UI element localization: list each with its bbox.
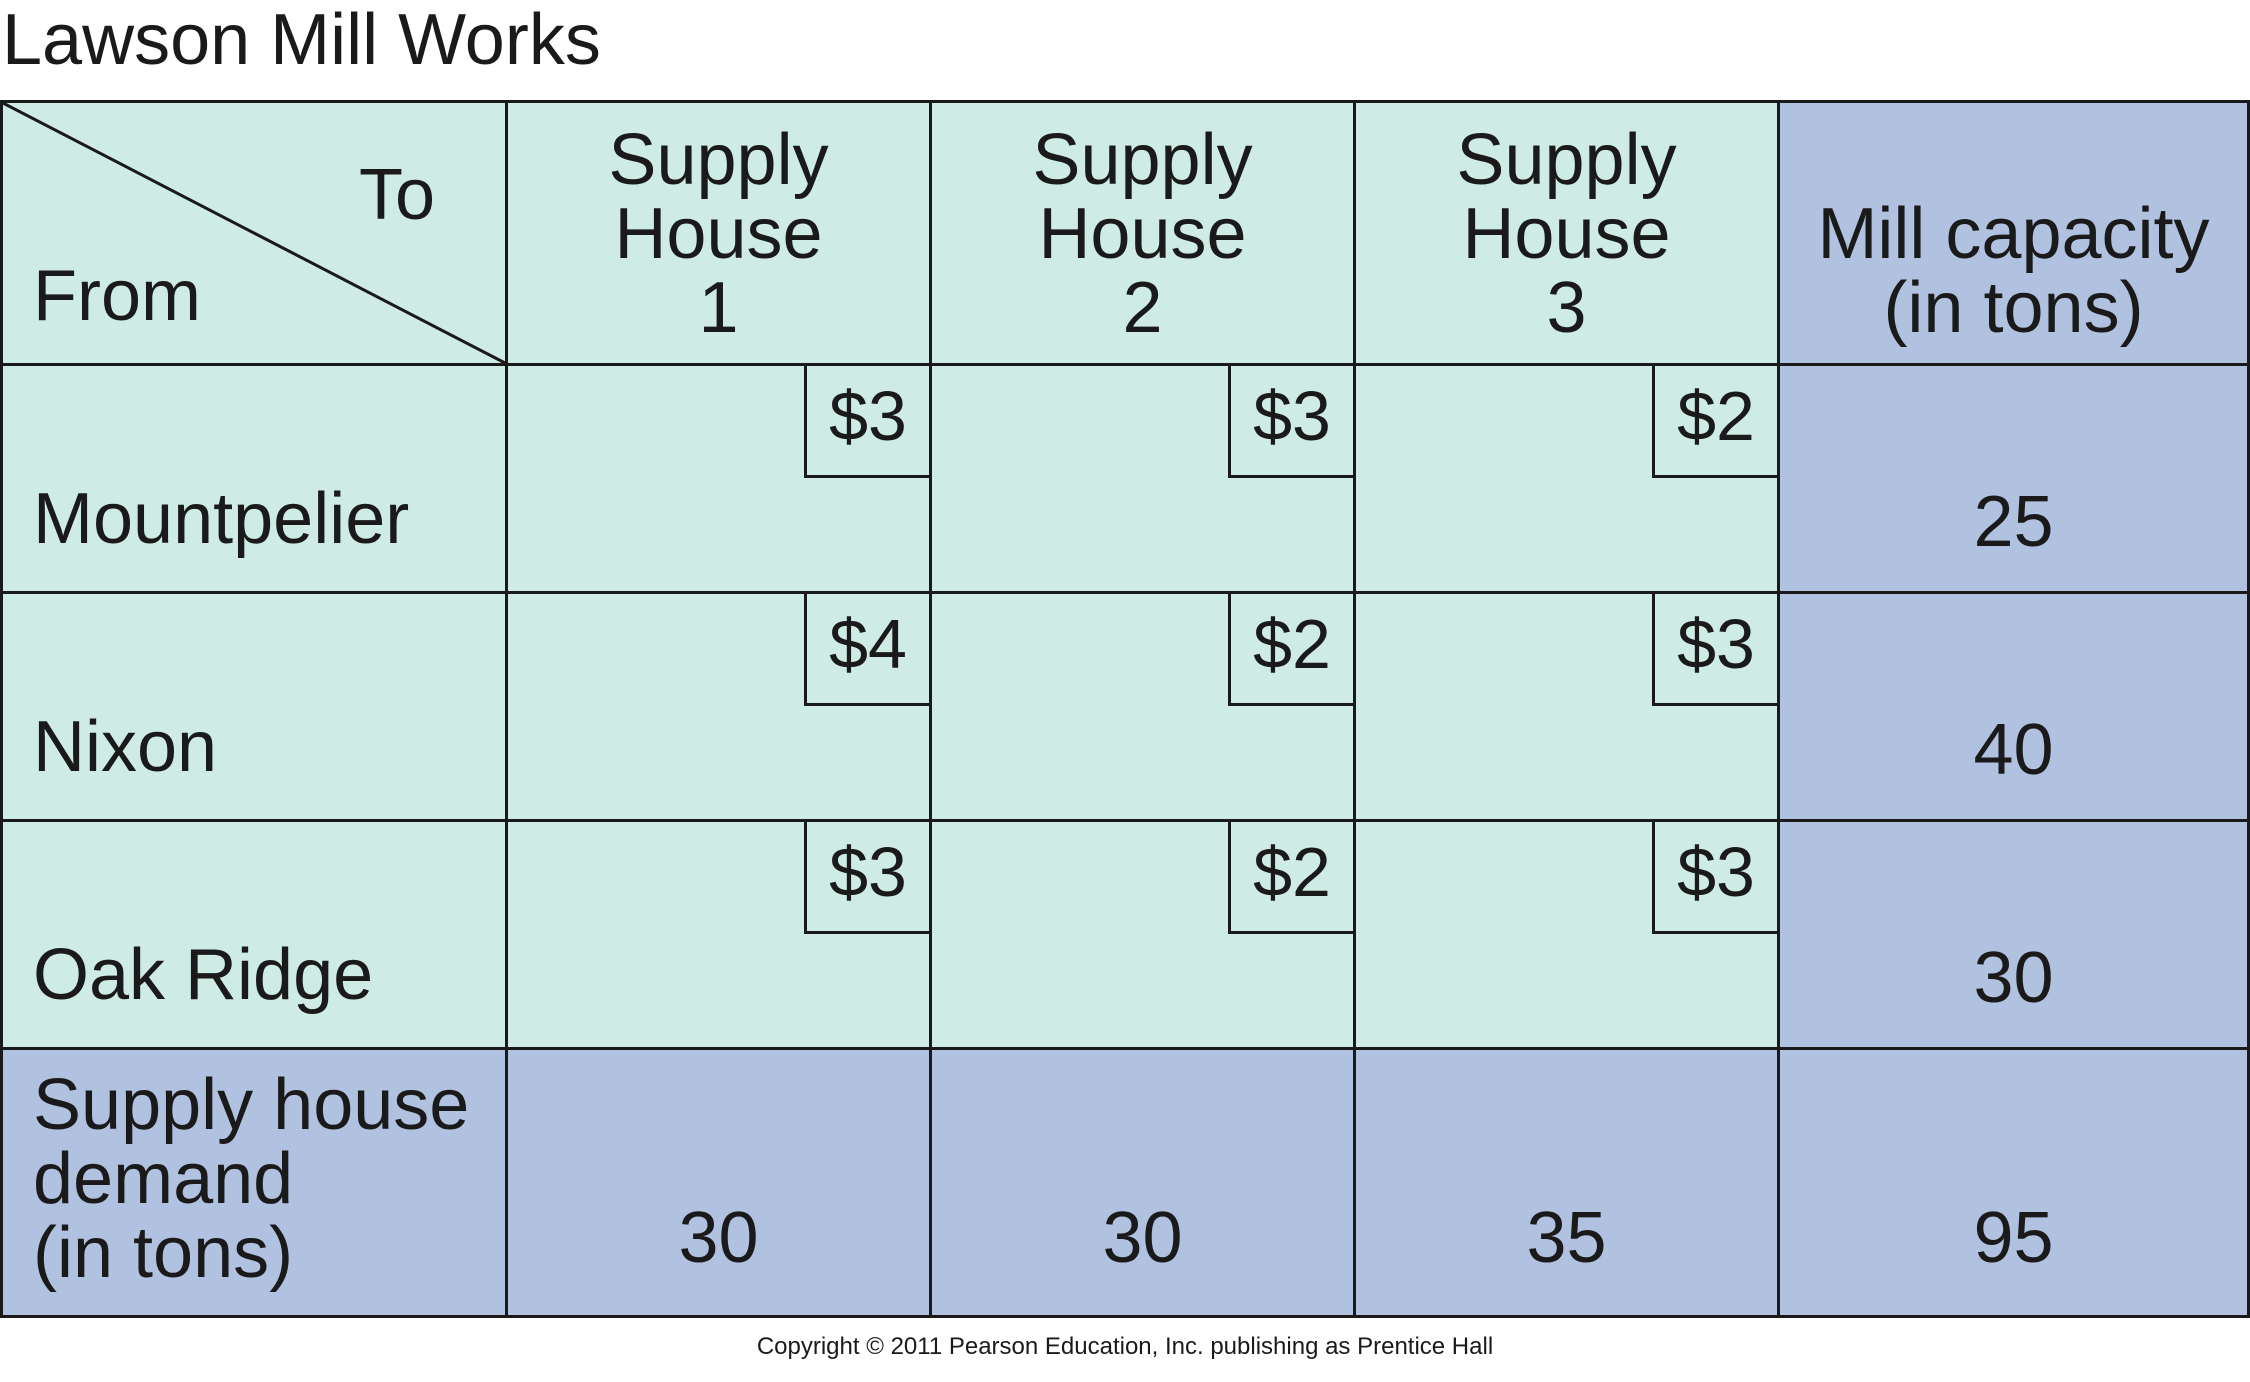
route-cell: $3 bbox=[1353, 591, 1780, 822]
from-label: From bbox=[33, 256, 201, 336]
header-line: Supply bbox=[608, 120, 829, 200]
header-text: Mill capacity (in tons) bbox=[1780, 197, 2247, 345]
cost-box: $3 bbox=[804, 822, 929, 934]
transportation-table: To From Supply House 1 Supply House 2 Su… bbox=[0, 100, 2250, 1318]
demand-value: 30 bbox=[1102, 1198, 1183, 1278]
demand-value: 30 bbox=[678, 1198, 759, 1278]
capacity-cell: 25 bbox=[1777, 363, 2250, 594]
total-cell: 95 bbox=[1777, 1047, 2250, 1318]
cost-box: $2 bbox=[1652, 366, 1777, 478]
diagonal-divider bbox=[3, 103, 505, 363]
route-cell: $3 bbox=[505, 363, 932, 594]
route-cell: $3 bbox=[929, 363, 1356, 594]
cost-box: $3 bbox=[804, 366, 929, 478]
demand-cell: 30 bbox=[929, 1047, 1356, 1318]
header-line: (in tons) bbox=[1883, 268, 2144, 348]
row-label-cell: Mountpelier bbox=[0, 363, 508, 594]
table-title: Lawson Mill Works bbox=[2, 0, 601, 80]
header-line: House bbox=[1462, 194, 1671, 274]
header-mill-capacity: Mill capacity (in tons) bbox=[1777, 100, 2250, 366]
row-label: Nixon bbox=[33, 707, 218, 787]
header-line: House bbox=[1038, 194, 1247, 274]
route-cell: $3 bbox=[1353, 819, 1780, 1050]
row-label: Mountpelier bbox=[33, 479, 410, 559]
route-cell: $2 bbox=[1353, 363, 1780, 594]
copyright-notice: Copyright © 2011 Pearson Education, Inc.… bbox=[756, 1333, 1494, 1360]
header-supply-house-3: Supply House 3 bbox=[1353, 100, 1780, 366]
route-cell: $2 bbox=[929, 819, 1356, 1050]
demand-label-line: demand bbox=[33, 1139, 294, 1219]
demand-value: 35 bbox=[1526, 1198, 1607, 1278]
header-line: Supply bbox=[1032, 120, 1253, 200]
header-supply-house-1: Supply House 1 bbox=[505, 100, 932, 366]
row-label-cell: Oak Ridge bbox=[0, 819, 508, 1050]
header-line: Supply bbox=[1456, 120, 1677, 200]
capacity-value: 25 bbox=[1973, 482, 2054, 562]
capacity-cell: 40 bbox=[1777, 591, 2250, 822]
capacity-value: 30 bbox=[1973, 938, 2054, 1018]
cost-box: $2 bbox=[1228, 822, 1353, 934]
demand-cell: 30 bbox=[505, 1047, 932, 1318]
row-label: Oak Ridge bbox=[33, 935, 374, 1015]
header-line: 1 bbox=[698, 268, 739, 348]
header-line: House bbox=[614, 194, 823, 274]
header-supply-house-2: Supply House 2 bbox=[929, 100, 1356, 366]
cost-box: $3 bbox=[1652, 594, 1777, 706]
demand-label-line: Supply house bbox=[33, 1065, 470, 1145]
header-text: Supply House 1 bbox=[508, 123, 929, 345]
cost-box: $3 bbox=[1652, 822, 1777, 934]
total-value: 95 bbox=[1973, 1198, 2054, 1278]
capacity-value: 40 bbox=[1973, 710, 2054, 790]
demand-label-cell: Supply house demand (in tons) bbox=[0, 1047, 508, 1318]
header-text: Supply House 3 bbox=[1356, 123, 1777, 345]
row-label-cell: Nixon bbox=[0, 591, 508, 822]
cost-box: $4 bbox=[804, 594, 929, 706]
demand-cell: 35 bbox=[1353, 1047, 1780, 1318]
route-cell: $3 bbox=[505, 819, 932, 1050]
header-line: 3 bbox=[1546, 268, 1587, 348]
cost-box: $3 bbox=[1228, 366, 1353, 478]
demand-label-line: (in tons) bbox=[33, 1213, 294, 1293]
cost-box: $2 bbox=[1228, 594, 1353, 706]
demand-label: Supply house demand (in tons) bbox=[33, 1068, 469, 1290]
header-text: Supply House 2 bbox=[932, 123, 1353, 345]
capacity-cell: 30 bbox=[1777, 819, 2250, 1050]
header-line: Mill capacity bbox=[1817, 194, 2210, 274]
corner-header-cell: To From bbox=[0, 100, 508, 366]
route-cell: $4 bbox=[505, 591, 932, 822]
route-cell: $2 bbox=[929, 591, 1356, 822]
header-line: 2 bbox=[1122, 268, 1163, 348]
to-label: To bbox=[358, 155, 435, 235]
